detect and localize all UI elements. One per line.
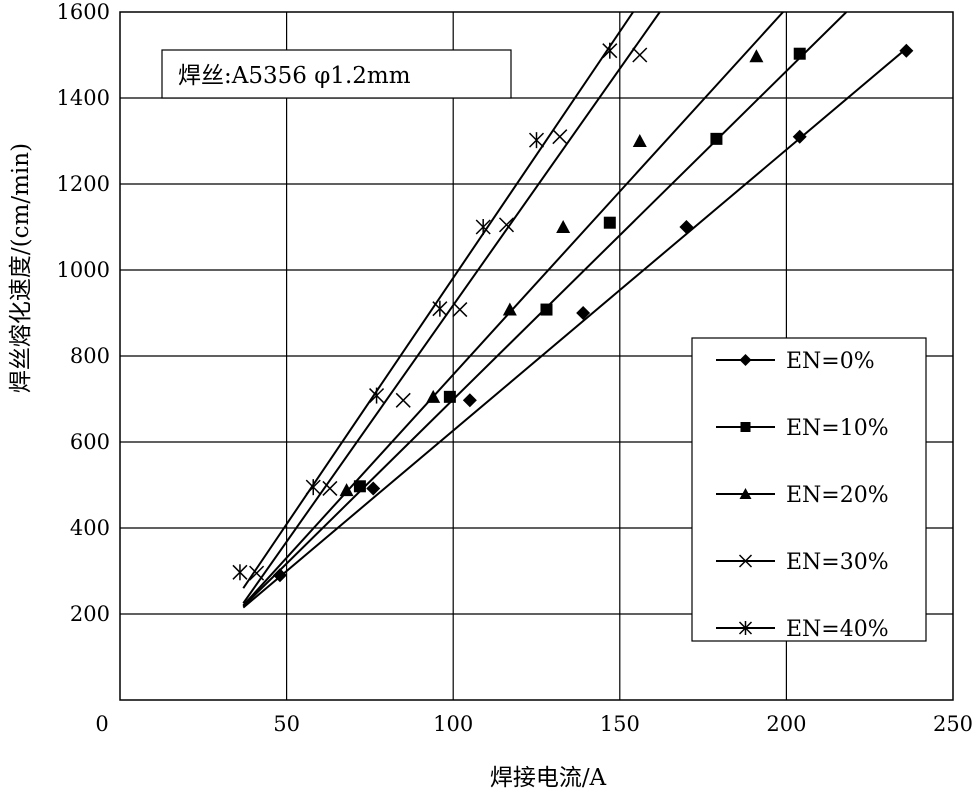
data-point (556, 220, 571, 233)
legend: EN=0% EN=10% EN=20% EN=30% EN=40% (691, 337, 927, 642)
data-point (739, 488, 752, 499)
data-point (232, 564, 248, 581)
legend-label: EN=20% (786, 483, 889, 508)
data-point (353, 480, 366, 493)
fit-line (242, 47, 907, 609)
legend-item: EN=20% (716, 483, 889, 508)
data-point (552, 129, 568, 145)
legend-label: EN=0% (786, 349, 875, 374)
data-point (452, 302, 468, 318)
data-point (462, 393, 477, 408)
x-tick-label: 100 (433, 712, 473, 736)
legend-label: EN=40% (786, 617, 889, 642)
wire-note-box: 焊丝:A5356 φ1.2mm (161, 49, 512, 99)
data-point (576, 306, 591, 320)
y-axis-label: 焊丝熔化速度/(cm/min) (8, 143, 34, 393)
y-tick-labels: 200 400 600 800 1000 1200 1400 1600 (57, 0, 110, 626)
data-point (710, 132, 723, 145)
legend-label: EN=30% (786, 550, 889, 575)
data-point (792, 129, 807, 144)
data-point (432, 300, 448, 317)
data-point (738, 621, 753, 635)
y-tick-label: 800 (70, 344, 110, 368)
x-tick-label: 200 (766, 712, 806, 736)
wire-note-text: 焊丝:A5356 φ1.2mm (178, 63, 411, 89)
plot-frame (119, 11, 954, 701)
data-point (305, 479, 321, 496)
data-point (426, 389, 441, 403)
y-tick-label: 200 (70, 602, 110, 626)
legend-item: EN=40% (716, 617, 889, 642)
data-point (632, 134, 647, 147)
data-point (249, 565, 265, 581)
data-point (793, 47, 806, 60)
data-point (740, 422, 751, 432)
data-point (739, 354, 752, 366)
data-point (502, 302, 517, 316)
data-point (366, 481, 381, 496)
x-axis-label: 焊接电流/A (490, 765, 607, 791)
data-point (339, 483, 354, 497)
data-point (749, 49, 764, 63)
y-tick-label: 600 (70, 430, 110, 454)
data-point (443, 390, 456, 403)
data-point (528, 132, 545, 149)
data-point (899, 43, 914, 58)
y-tick-label: 1000 (57, 258, 110, 282)
x-tick-label: 250 (933, 712, 973, 736)
data-markers (232, 42, 914, 583)
data-point (540, 303, 553, 316)
x-tick-label: 0 (95, 712, 108, 736)
x-tick-label: 50 (273, 712, 300, 736)
x-tick-label: 150 (600, 712, 640, 736)
data-point (602, 42, 618, 59)
x-tick-labels: 0 50 100 150 200 250 (95, 712, 973, 736)
data-point (272, 568, 287, 583)
legend-label: EN=10% (786, 416, 889, 441)
legend-item: EN=10% (716, 416, 889, 441)
data-point (395, 392, 411, 408)
y-tick-label: 1200 (57, 172, 110, 196)
legend-item: EN=30% (716, 550, 889, 575)
data-point (498, 217, 515, 233)
legend-item: EN=0% (716, 349, 875, 374)
y-tick-label: 1400 (57, 86, 110, 110)
y-tick-label: 1600 (57, 0, 110, 24)
data-point (632, 47, 648, 63)
fit-line (242, 12, 784, 607)
fit-line (242, 12, 661, 604)
y-tick-label: 400 (70, 516, 110, 540)
data-point (322, 480, 338, 496)
data-point (679, 220, 694, 234)
data-point (369, 387, 385, 404)
data-point (738, 554, 753, 568)
data-point (475, 219, 491, 235)
data-point (603, 216, 616, 229)
